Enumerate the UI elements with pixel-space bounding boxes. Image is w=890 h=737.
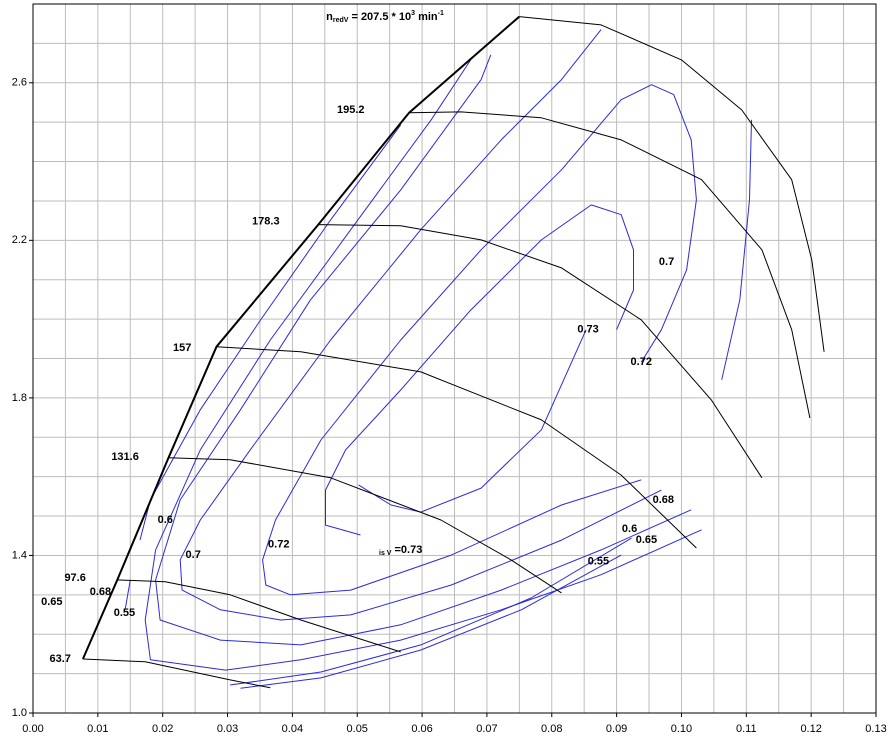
annotation: 0.68 [90,586,111,598]
x-tick-label: 0.03 [217,723,238,735]
efficiency-contour [262,84,697,596]
x-tick-label: 0.01 [87,723,108,735]
efficiency-contour [325,204,634,536]
annotation: 0.7 [186,549,201,561]
efficiency-contour [155,54,692,646]
annotation: 0.55 [588,556,609,568]
annotation: 0.6 [622,523,637,535]
labels: 0.00 0.01 0.02 0.03 0.04 0.05 0.06 0.07 0.08 0.09… [12,77,887,735]
plot-lines [81,15,825,689]
annotation: 195.2 [337,104,365,116]
efficiency-contour [358,329,587,513]
y-tick-label: 1.8 [12,392,27,404]
title-sub: redV [333,17,349,24]
x-tick-label: 0.12 [800,723,821,735]
annotation: is V =0.73 [379,544,422,557]
annotation: 0.68 [653,494,674,506]
chart-title: nredV = 207.5 * 103 min-1 [326,10,444,24]
efficiency-contour [230,537,632,686]
speed-line [82,658,271,689]
y-tick-label: 1.0 [12,707,27,719]
x-tick-label: 0.06 [411,723,432,735]
annotation: 0.73 [577,324,598,336]
speed-line [216,346,697,549]
annotation: 0.55 [114,607,135,619]
efficiency-contour [721,119,752,380]
y-tick-label: 2.6 [12,77,27,89]
annotation: 0.65 [636,534,657,546]
x-tick-label: 0.04 [282,723,303,735]
annotation: 0.7 [659,256,674,268]
title-sup: 3 [411,10,415,17]
speed-line [168,457,562,594]
annotation-sub: is V [379,550,392,557]
annotation: 0.6 [158,514,173,526]
x-tick-label: 0.05 [347,723,368,735]
efficiency-contour [124,579,131,610]
speed-line [409,111,811,419]
annotation-text: =0.73 [391,544,422,556]
annotation: 63.7 [50,653,71,665]
x-tick-label: 0.09 [606,723,627,735]
annotation: 0.65 [41,596,62,608]
y-tick-label: 2.2 [12,234,27,246]
annotation: 131.6 [111,451,139,463]
annotation: 157 [173,342,191,354]
x-tick-label: 0.00 [22,723,43,735]
surge-line [81,15,520,660]
title-text: = 207.5 * 10 [348,11,411,23]
x-tick-label: 0.08 [541,723,562,735]
annotation: 97.6 [64,572,85,584]
speed-line [318,224,763,479]
x-tick-label: 0.11 [736,723,757,735]
efficiency-contour [179,29,662,621]
x-tick-label: 0.07 [476,723,497,735]
title-base: n [326,11,333,23]
speed-line [519,16,825,352]
x-tick-label: 0.02 [152,723,173,735]
efficiency-contour [240,554,622,689]
annotation: 0.72 [631,356,652,368]
plot-frame [32,3,877,714]
annotation: 0.72 [268,539,289,551]
x-tick-label: 0.10 [671,723,692,735]
y-tick-label: 1.4 [12,549,27,561]
title-unit-sup: -1 [438,10,444,17]
annotation: 178.3 [252,216,280,228]
title-unit: min [415,11,438,23]
speed-line [117,579,401,653]
efficiency-contour [144,59,702,671]
x-tick-label: 0.13 [865,723,886,735]
